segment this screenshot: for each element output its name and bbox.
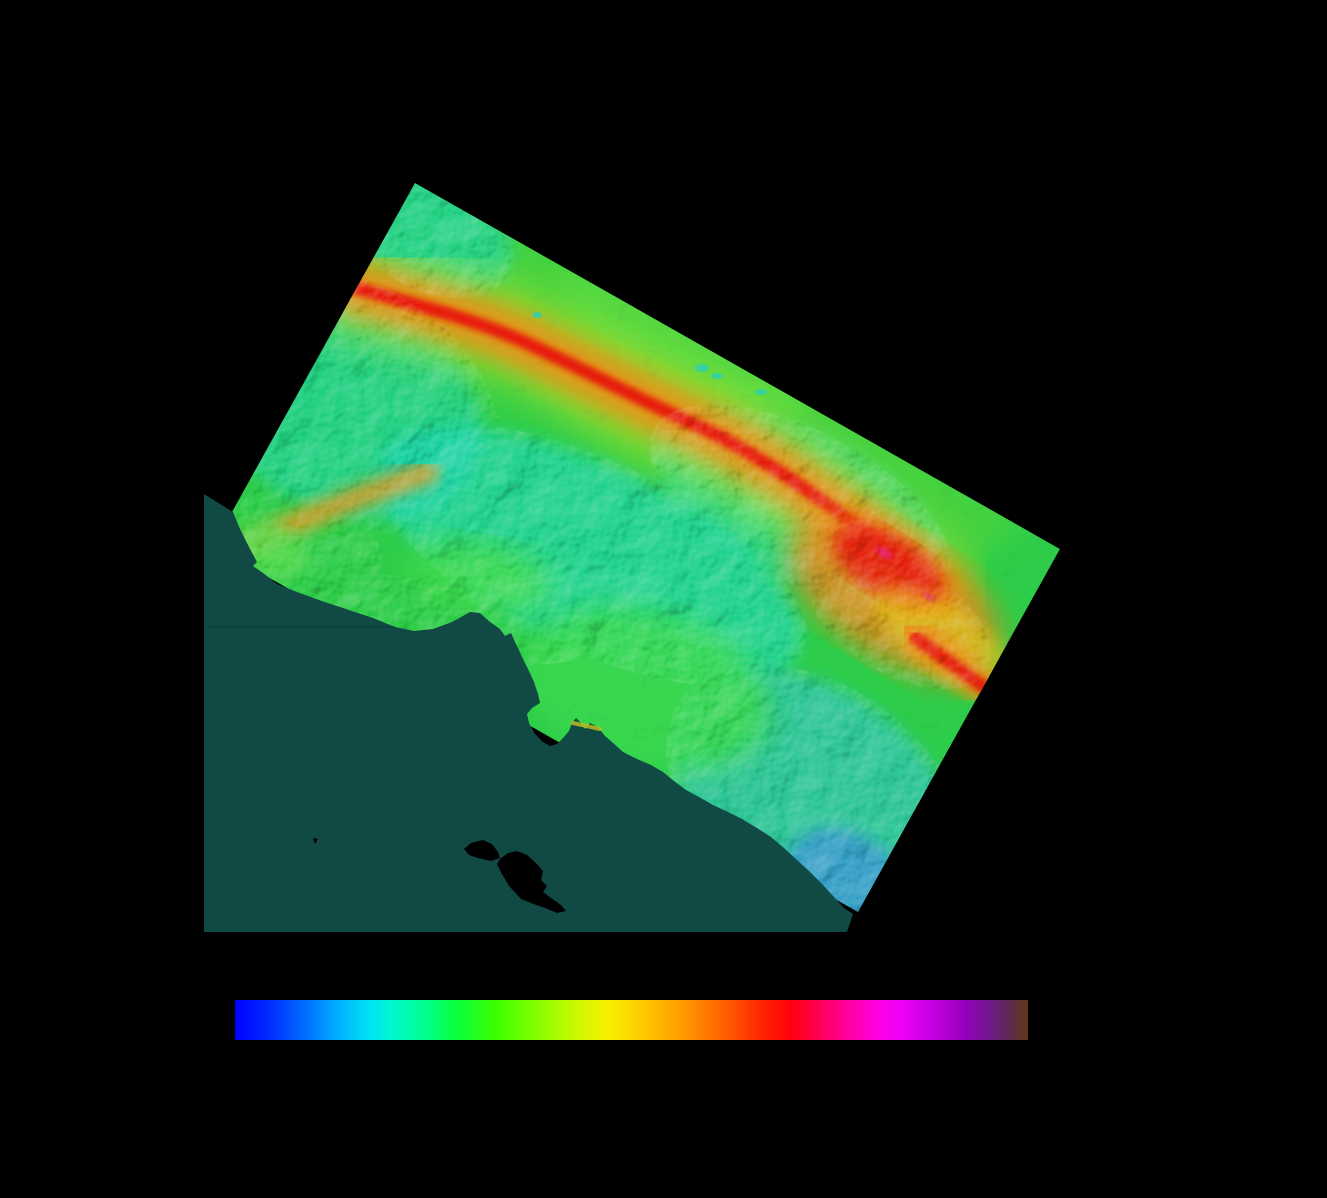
colorbar (235, 1000, 1028, 1040)
island-catalina-west (464, 840, 500, 861)
harbor-sand-strip (571, 721, 602, 731)
ocean-layer (204, 494, 853, 932)
island-catalina-main (497, 851, 566, 913)
island-santa-barbara (313, 838, 318, 844)
ocean (204, 494, 853, 932)
